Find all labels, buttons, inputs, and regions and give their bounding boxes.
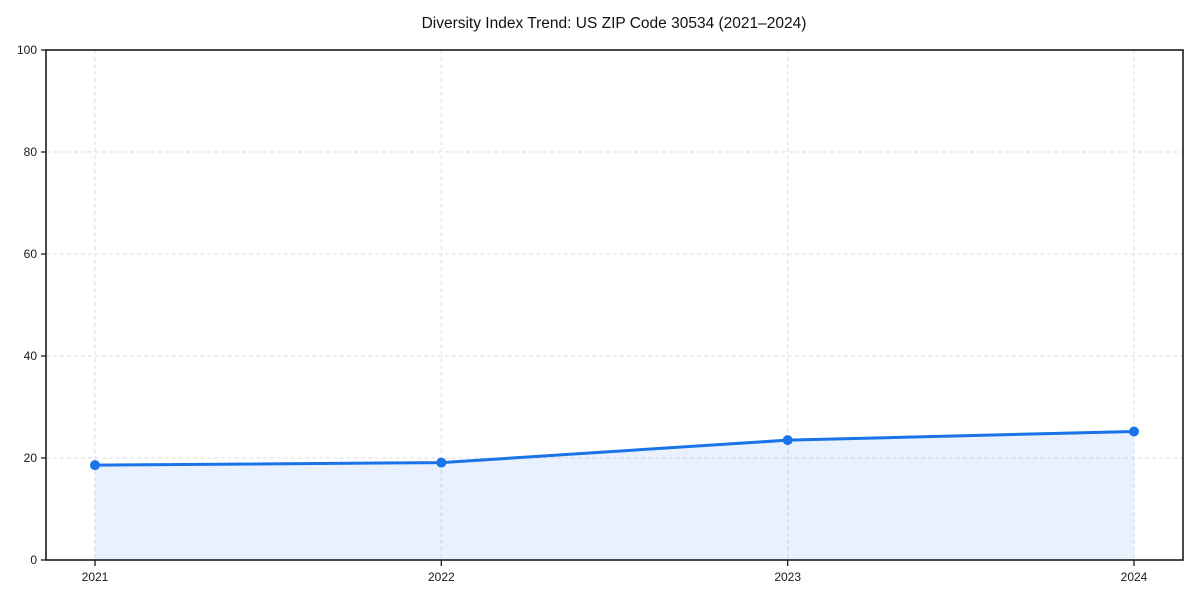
y-axis-labels: 0 20 40 60 80 100 <box>17 43 37 567</box>
data-point-marker <box>782 435 793 446</box>
data-point-marker <box>90 460 100 471</box>
trend-line-layer <box>93 429 1136 467</box>
data-point-marker <box>1129 426 1139 437</box>
data-point-layer <box>90 426 1139 471</box>
x-tick-label: 2021 <box>82 570 109 584</box>
x-tick-label: 2022 <box>428 570 455 584</box>
axes-border-layer <box>45 49 1184 561</box>
x-axis-labels: 2021 2022 2023 2024 <box>82 570 1148 584</box>
y-tick-label: 0 <box>30 553 37 567</box>
tick-mark-layer <box>41 49 1135 566</box>
y-tick-label: 100 <box>17 43 37 57</box>
y-tick-label: 60 <box>24 247 38 261</box>
x-tick-label: 2023 <box>774 570 801 584</box>
chart-title: Diversity Index Trend: US ZIP Code 30534… <box>422 15 807 32</box>
x-tick-label: 2024 <box>1121 570 1148 584</box>
trend-line <box>93 429 1136 467</box>
data-point-marker <box>436 457 447 468</box>
y-tick-label: 20 <box>24 451 38 465</box>
y-tick-label: 40 <box>24 349 38 363</box>
y-tick-label: 80 <box>24 145 38 159</box>
plot-border <box>45 49 1184 561</box>
